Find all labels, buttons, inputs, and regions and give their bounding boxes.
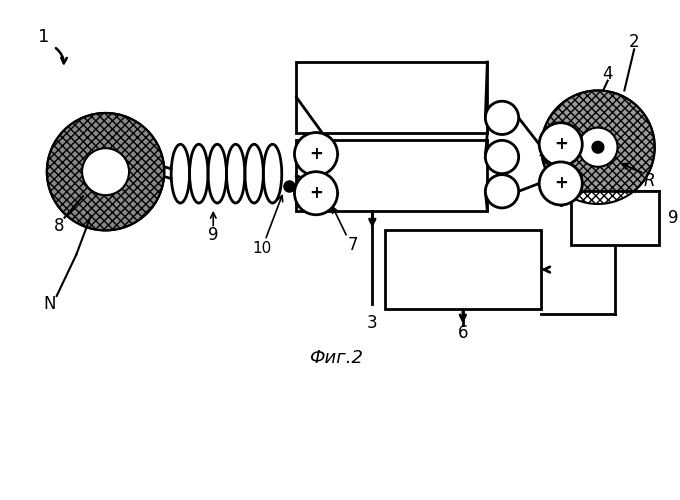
Text: R: R — [643, 172, 655, 190]
Circle shape — [294, 172, 337, 215]
Text: +: + — [309, 145, 323, 163]
Text: +: + — [554, 136, 568, 154]
Text: 7: 7 — [348, 236, 358, 254]
Text: 9: 9 — [208, 226, 218, 244]
Text: N: N — [44, 295, 56, 313]
Bar — [385, 230, 541, 308]
Text: 3: 3 — [367, 314, 377, 332]
Circle shape — [539, 122, 582, 166]
Bar — [296, 62, 488, 132]
Circle shape — [294, 132, 337, 176]
Bar — [571, 192, 659, 245]
Bar — [296, 140, 488, 211]
Text: +: + — [554, 174, 568, 192]
Text: 4: 4 — [602, 65, 613, 83]
Text: 10: 10 — [252, 240, 272, 256]
Circle shape — [579, 128, 617, 167]
Text: 6: 6 — [458, 324, 468, 342]
Circle shape — [486, 140, 519, 173]
Text: 9: 9 — [668, 209, 679, 227]
Circle shape — [47, 113, 165, 230]
Circle shape — [486, 174, 519, 208]
Text: 1: 1 — [38, 28, 50, 46]
Circle shape — [82, 148, 129, 195]
Circle shape — [486, 101, 519, 134]
Circle shape — [539, 162, 582, 205]
Text: 8: 8 — [54, 216, 65, 234]
Circle shape — [592, 142, 604, 153]
Circle shape — [541, 90, 655, 204]
Text: +: + — [309, 184, 323, 202]
Text: Фиг.2: Фиг.2 — [309, 348, 362, 366]
Text: 2: 2 — [629, 34, 639, 52]
